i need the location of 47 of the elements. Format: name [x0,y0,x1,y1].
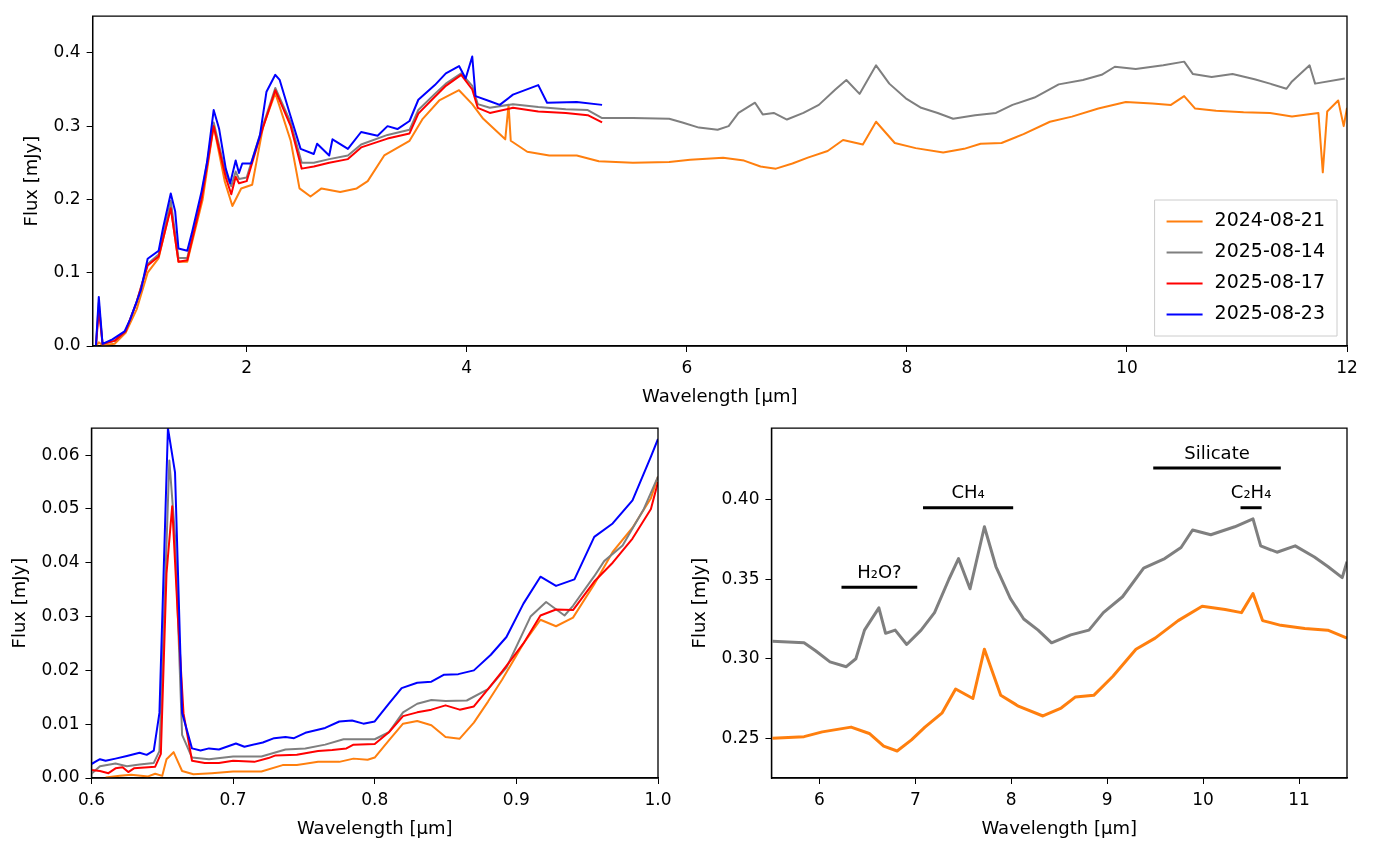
y-tick-label: 0.40 [721,488,760,509]
y-axis-title: Flux [mJy] [20,135,42,227]
y-tick-label: 0.02 [41,658,80,679]
annotation: CH₄ [951,481,985,503]
y-tick-label: 0.01 [41,712,80,733]
y-tick-label: 0.2 [53,187,81,208]
x-axis-title: Wavelength [μm] [296,816,453,838]
y-axis-title: Flux [mJy] [8,557,30,649]
x-tick-label: 0.8 [361,788,389,809]
annotation: C₂H₄ [1230,481,1272,503]
x-tick-label: 8 [901,356,913,377]
x-tick-label: 1.0 [644,788,672,809]
y-tick-label: 0.30 [721,647,760,668]
y-tick-label: 0.1 [53,261,81,282]
y-axis-title: Flux [mJy] [688,557,710,649]
x-tick-label: 12 [1336,356,1358,377]
annotation: Silicate [1184,441,1250,463]
x-tick-label: 0.6 [77,788,105,809]
y-tick-label: 0.25 [721,726,760,747]
y-tick-label: 0.06 [41,443,80,464]
annotation: H₂O? [857,560,902,582]
y-tick-label: 0.03 [41,604,80,625]
y-tick-label: 0.4 [53,41,81,62]
legend-label: 2024-08-21 [1214,208,1325,231]
x-tick-label: 0.7 [219,788,247,809]
y-tick-label: 0.04 [41,551,80,572]
x-tick-label: 2 [241,356,253,377]
y-tick-label: 0.0 [53,334,81,355]
x-tick-label: 10 [1192,788,1214,809]
x-axis-title: Wavelength [μm] [981,816,1137,838]
x-tick-label: 0.9 [502,788,530,809]
x-tick-label: 7 [909,788,921,809]
y-tick-label: 0.35 [721,567,760,588]
y-tick-label: 0.05 [41,497,80,518]
y-tick-label: 0.00 [41,766,80,787]
x-tick-label: 11 [1288,788,1310,809]
x-tick-label: 6 [814,788,825,809]
x-tick-label: 6 [681,356,693,377]
x-tick-label: 10 [1116,356,1138,377]
y-tick-label: 0.3 [53,114,81,135]
legend-label: 2025-08-17 [1214,270,1325,293]
x-tick-label: 4 [461,356,473,377]
x-tick-label: 9 [1101,788,1113,809]
legend-label: 2025-08-23 [1214,301,1325,324]
x-tick-label: 8 [1005,788,1017,809]
legend-label: 2025-08-14 [1214,239,1325,262]
x-axis-title: Wavelength [μm] [642,384,798,406]
